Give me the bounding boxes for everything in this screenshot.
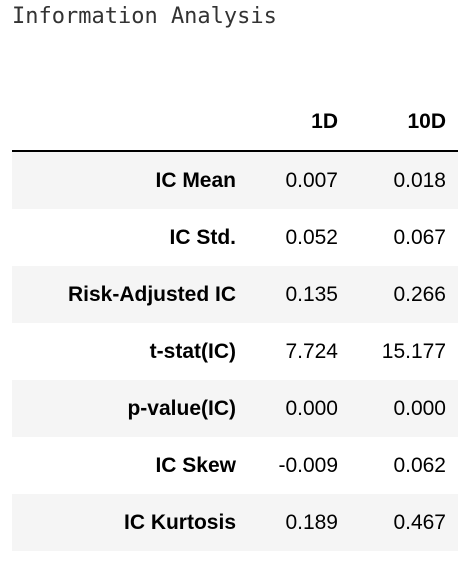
table-body: IC Mean 0.007 0.018 IC Std. 0.052 0.067 …	[12, 151, 458, 551]
table-row: IC Kurtosis 0.189 0.467	[12, 494, 458, 551]
cell-10d: 0.266	[393, 282, 446, 306]
table-row: p-value(IC) 0.000 0.000	[12, 380, 458, 437]
cell-10d: 0.467	[393, 510, 446, 534]
row-label: t-stat(IC)	[149, 339, 236, 363]
header-row: 1D 10D	[12, 93, 458, 152]
table-row: IC Std. 0.052 0.067	[12, 209, 458, 266]
header-index-cell	[12, 93, 248, 152]
cell-10d: 0.000	[393, 396, 446, 420]
cell-1d: 0.189	[285, 510, 338, 534]
information-analysis-table: 1D 10D IC Mean 0.007 0.018 IC Std. 0.052…	[12, 93, 458, 551]
cell-10d: 15.177	[381, 339, 446, 363]
cell-10d: 0.067	[393, 225, 446, 249]
row-label: IC Std.	[169, 225, 237, 249]
cell-10d: 0.018	[393, 168, 446, 192]
cell-1d: -0.009	[278, 453, 338, 477]
header-1d: 1D	[248, 93, 350, 152]
cell-1d: 0.135	[285, 282, 338, 306]
table-row: IC Skew -0.009 0.062	[12, 437, 458, 494]
cell-1d: 7.724	[285, 339, 338, 363]
cell-1d: 0.007	[285, 168, 338, 192]
table-row: t-stat(IC) 7.724 15.177	[12, 323, 458, 380]
row-label: IC Kurtosis	[123, 510, 236, 534]
row-label: Risk-Adjusted IC	[67, 282, 236, 306]
row-label: IC Mean	[155, 168, 236, 192]
cell-1d: 0.052	[285, 225, 338, 249]
cell-1d: 0.000	[285, 396, 338, 420]
output-title: Information Analysis	[12, 4, 277, 29]
row-label: p-value(IC)	[127, 396, 236, 420]
row-label: IC Skew	[155, 453, 236, 477]
header-10d: 10D	[350, 93, 458, 152]
table-row: Risk-Adjusted IC 0.135 0.266	[12, 266, 458, 323]
table-row: IC Mean 0.007 0.018	[12, 151, 458, 209]
cell-10d: 0.062	[393, 453, 446, 477]
table-header: 1D 10D	[12, 93, 458, 152]
